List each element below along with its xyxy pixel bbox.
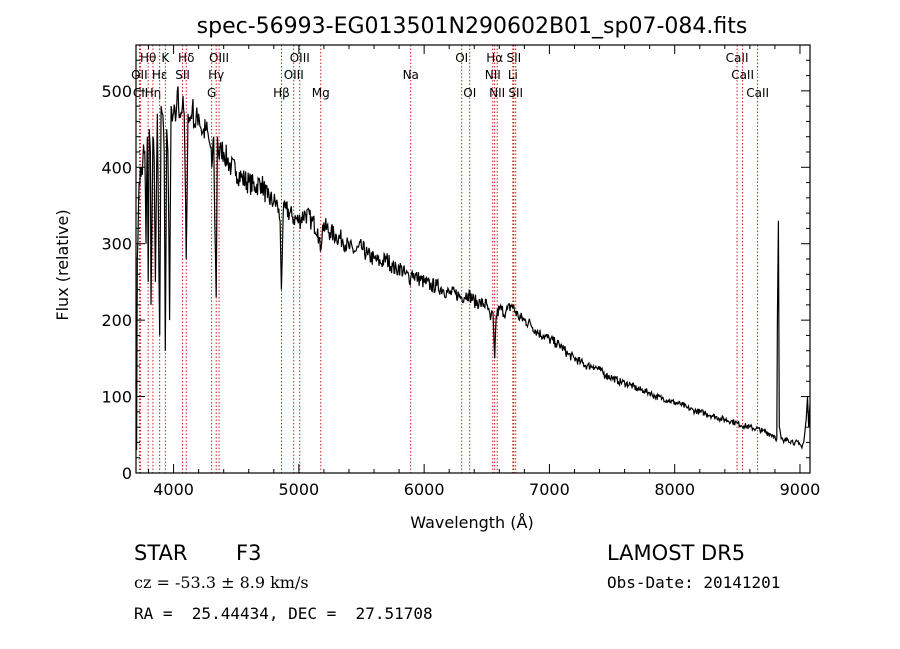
- marker-label-18: Hα: [486, 51, 503, 65]
- marker-label-11: OIII: [290, 51, 310, 65]
- marker-label-25: CaII: [731, 68, 754, 82]
- spectrum-line: [135, 86, 811, 451]
- obs-date: Obs-Date: 20141201: [607, 573, 781, 592]
- marker-label-14: Mg: [312, 86, 330, 100]
- coordinates: RA = 25.44434, DEC = 27.51708: [134, 604, 433, 623]
- chart-title: spec-56993-EG013501N290602B01_sp07-084.f…: [197, 14, 748, 39]
- y-tick-label-0: 0: [122, 464, 132, 483]
- axis-ticks: 4000 5000 6000 7000 8000 9000 0 100 200 300 400 500: [101, 45, 820, 499]
- x-axis-label: Wavelength (Å): [410, 513, 533, 532]
- marker-label-10: G: [207, 86, 216, 100]
- x-tick-label-3: 7000: [529, 480, 570, 499]
- marker-label-24: CaII: [726, 51, 749, 65]
- marker-label-17: OI: [463, 86, 476, 100]
- marker-label-0: Hθ: [140, 51, 156, 65]
- y-tick-label-4: 400: [101, 158, 132, 177]
- object-subclass: F3: [236, 541, 262, 565]
- y-tick-label-3: 300: [101, 235, 132, 254]
- marker-label-23: SII: [508, 86, 523, 100]
- x-tick-label-2: 6000: [404, 480, 445, 499]
- marker-label-6: SII: [175, 68, 190, 82]
- marker-label-4: K: [161, 51, 170, 65]
- marker-label-13: Hβ: [273, 86, 290, 100]
- y-tick-label-1: 100: [101, 388, 132, 407]
- marker-label-7: Hδ: [178, 51, 194, 65]
- marker-label-2: CII: [133, 86, 148, 100]
- marker-label-26: CaII: [746, 86, 769, 100]
- y-tick-label-2: 200: [101, 311, 132, 330]
- x-tick-label-0: 4000: [153, 480, 194, 499]
- marker-label-8: OIII: [209, 51, 229, 65]
- y-axis-label: Flux (relative): [53, 209, 72, 320]
- marker-label-20: NII: [485, 68, 501, 82]
- survey-name: LAMOST DR5: [607, 541, 746, 565]
- marker-label-16: OI: [455, 51, 468, 65]
- x-tick-label-1: 5000: [279, 480, 320, 499]
- plot-frame: [135, 44, 811, 474]
- marker-label-12: OIII: [284, 68, 304, 82]
- y-tick-label-5: 500: [101, 82, 132, 101]
- object-class: STAR: [134, 541, 188, 565]
- marker-label-21: Li: [508, 68, 518, 82]
- marker-label-1: OII: [131, 68, 148, 82]
- x-tick-label-4: 8000: [654, 480, 695, 499]
- marker-label-5: Hε: [152, 68, 168, 82]
- marker-label-9: Hγ: [208, 68, 224, 82]
- redshift-value: cz = -53.3 ± 8.9 km/s: [134, 573, 309, 592]
- marker-label-22: NII: [489, 86, 505, 100]
- marker-label-3: Hη: [145, 86, 162, 100]
- marker-label-19: SII: [506, 51, 521, 65]
- x-tick-label-5: 9000: [780, 480, 821, 499]
- marker-label-15: Na: [403, 68, 419, 82]
